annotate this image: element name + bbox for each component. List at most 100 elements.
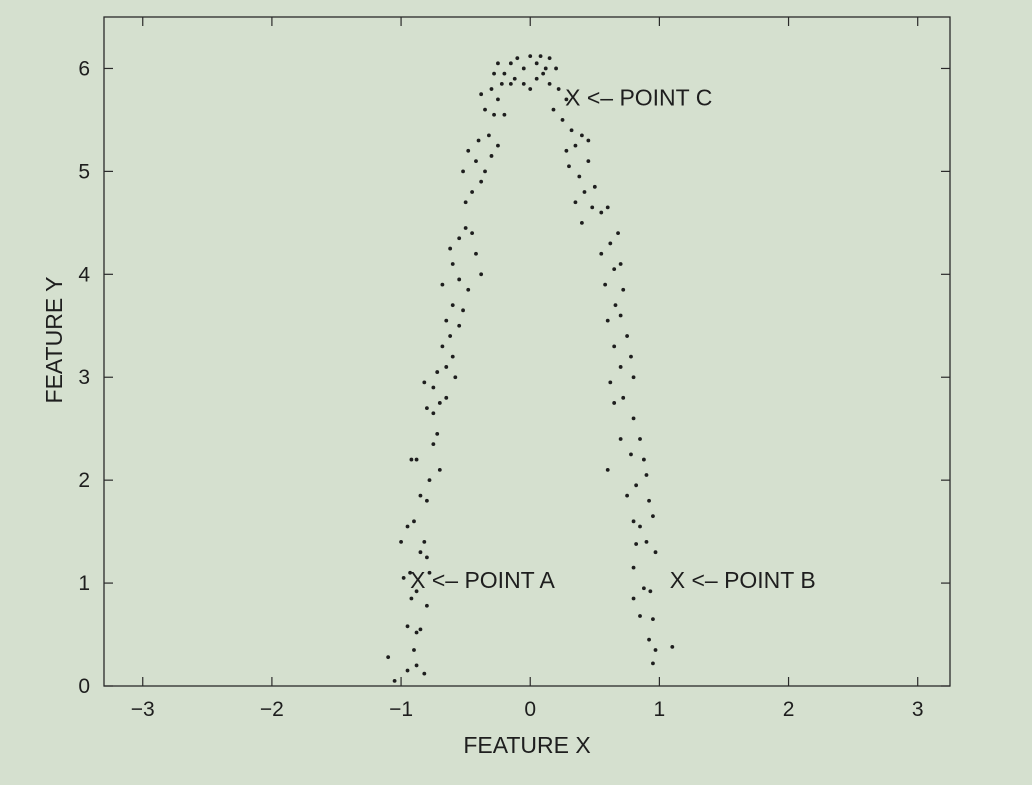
- point-annotation: X <– POINT C: [565, 84, 712, 110]
- data-point: [399, 540, 403, 544]
- data-point: [496, 97, 500, 102]
- data-point: [435, 370, 440, 374]
- y-tick-label: 2: [78, 469, 90, 492]
- data-point: [551, 107, 556, 112]
- data-point: [618, 262, 623, 266]
- data-point: [401, 576, 406, 580]
- data-point: [599, 251, 604, 256]
- data-point: [590, 205, 595, 210]
- data-point: [644, 473, 649, 477]
- axis-ticks: −3 −2 −1 0 1 2 3 0 1 2 3 4 5 6: [78, 17, 950, 721]
- data-point: [586, 159, 591, 163]
- data-point: [631, 596, 636, 601]
- point-annotation: X <– POINT A: [410, 567, 555, 593]
- data-point: [560, 118, 565, 122]
- data-point: [651, 514, 655, 519]
- data-point: [621, 395, 626, 400]
- data-point: [435, 431, 440, 436]
- data-point: [405, 668, 410, 673]
- data-point: [631, 375, 636, 380]
- data-point: [573, 200, 578, 205]
- data-point: [425, 406, 429, 411]
- data-point: [618, 437, 623, 441]
- data-point: [492, 71, 496, 76]
- data-point: [554, 66, 558, 71]
- data-point: [448, 334, 453, 338]
- data-point: [461, 308, 465, 313]
- data-points: [386, 54, 675, 683]
- data-point: [647, 498, 651, 503]
- data-point: [556, 87, 561, 91]
- data-point: [414, 630, 419, 635]
- data-point: [625, 334, 629, 338]
- data-point: [499, 82, 504, 86]
- x-axis-label: FEATURE X: [463, 732, 590, 758]
- data-point: [603, 282, 608, 287]
- data-point: [592, 184, 597, 189]
- data-point: [418, 550, 423, 555]
- data-point: [479, 272, 484, 277]
- data-point: [618, 365, 623, 369]
- y-tick-label: 5: [78, 160, 90, 183]
- data-point: [543, 66, 548, 71]
- data-point: [638, 437, 642, 441]
- data-point: [651, 617, 655, 621]
- data-point: [392, 678, 397, 683]
- data-point: [648, 589, 653, 594]
- data-point: [521, 82, 526, 86]
- data-point: [629, 452, 633, 457]
- data-point: [579, 133, 584, 138]
- data-point: [508, 82, 513, 86]
- data-point: [418, 493, 423, 498]
- x-tick-label: 0: [524, 698, 536, 721]
- data-point: [466, 148, 471, 153]
- data-point: [474, 251, 478, 256]
- data-point: [444, 395, 449, 400]
- data-point: [422, 540, 427, 544]
- data-point: [453, 375, 458, 380]
- data-point: [644, 540, 649, 544]
- data-point: [450, 354, 455, 359]
- data-point: [414, 589, 419, 594]
- data-point: [521, 66, 526, 71]
- data-point: [414, 663, 419, 668]
- data-point: [483, 107, 487, 112]
- data-point: [412, 519, 416, 524]
- data-point: [613, 303, 618, 308]
- data-point: [431, 442, 436, 447]
- x-tick-label: −3: [131, 698, 155, 721]
- data-point: [564, 97, 569, 102]
- data-point: [405, 624, 410, 629]
- y-tick-label: 4: [78, 263, 90, 286]
- data-point: [651, 661, 655, 666]
- data-point: [538, 54, 543, 59]
- data-point: [476, 138, 481, 143]
- data-point: [582, 190, 587, 194]
- data-point: [631, 416, 636, 421]
- data-point: [616, 231, 620, 236]
- data-point: [408, 570, 413, 575]
- data-point: [437, 401, 442, 405]
- data-point: [653, 648, 658, 652]
- data-point: [427, 478, 432, 483]
- data-point: [470, 231, 475, 236]
- x-tick-label: 2: [783, 698, 795, 721]
- data-point: [541, 71, 546, 76]
- data-point: [512, 76, 517, 81]
- data-point: [502, 71, 507, 76]
- data-point: [425, 498, 429, 503]
- data-point: [457, 236, 462, 241]
- annotations: X <– POINT A X <– POINT B X <– POINT C: [410, 84, 816, 593]
- data-point: [437, 467, 442, 472]
- data-point: [496, 61, 500, 66]
- data-point: [466, 287, 471, 292]
- data-point: [638, 524, 642, 529]
- data-point: [444, 318, 449, 323]
- data-point: [634, 542, 639, 546]
- y-tick-label: 6: [78, 57, 90, 80]
- y-tick-label: 0: [78, 675, 90, 698]
- data-point: [431, 385, 436, 390]
- data-point: [425, 603, 429, 608]
